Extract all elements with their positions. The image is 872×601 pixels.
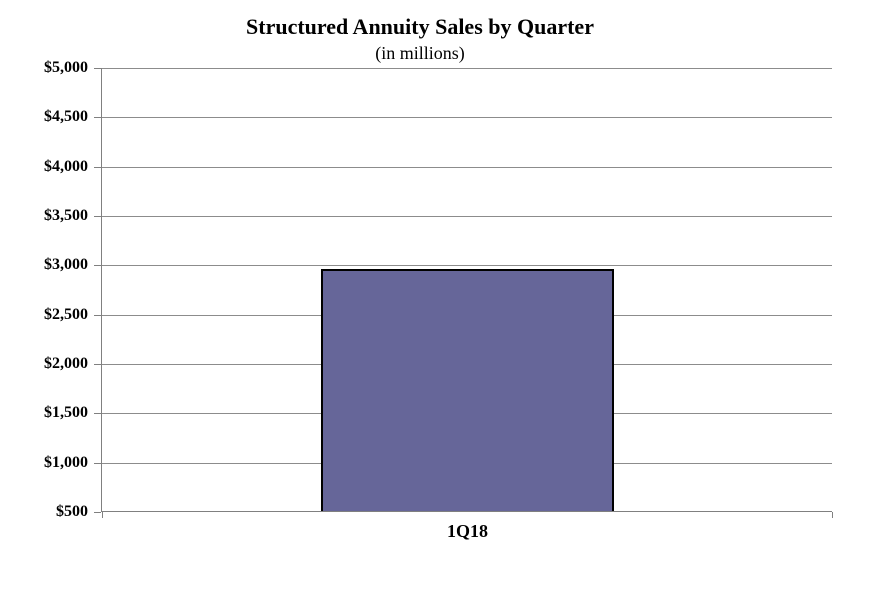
bar-1Q18 xyxy=(321,269,614,511)
y-axis-tick-label: $1,000 xyxy=(44,453,88,471)
y-axis-tick xyxy=(94,413,101,415)
y-axis-tick-label: $4,000 xyxy=(44,157,88,175)
y-axis-labels: $5,000 $4,500 $4,000 $3,500 $3,000 $2,500 $2,0… xyxy=(0,59,88,520)
gridline xyxy=(102,68,832,69)
chart-title: Structured Annuity Sales by Quarter xyxy=(246,14,594,39)
x-axis-tick xyxy=(102,512,103,518)
y-axis-tick-label: $1,500 xyxy=(44,404,88,422)
chart-subtitle: (in millions) xyxy=(375,43,465,63)
plot-area: 1Q18 xyxy=(94,68,833,541)
gridline xyxy=(102,265,832,267)
gridline xyxy=(102,216,832,217)
y-axis-tick xyxy=(94,216,101,217)
y-axis-tick xyxy=(94,68,101,69)
y-axis-tick xyxy=(94,462,101,464)
y-axis-tick xyxy=(94,512,101,513)
gridline xyxy=(102,117,832,119)
y-axis-tick-label: $2,500 xyxy=(44,305,88,323)
y-axis-tick xyxy=(94,364,101,365)
y-axis-tick xyxy=(94,314,101,316)
y-axis-tick-label: $500 xyxy=(56,503,88,520)
y-axis-tick-label: $3,500 xyxy=(44,207,88,224)
y-axis-tick-label: $3,000 xyxy=(44,256,88,274)
y-axis-tick-label: $5,000 xyxy=(44,59,88,76)
y-axis-tick xyxy=(94,117,101,119)
y-axis-tick-label: $2,000 xyxy=(44,355,88,372)
y-axis-tick xyxy=(94,265,101,267)
y-axis-tick-label: $4,500 xyxy=(44,108,88,126)
gridline xyxy=(102,166,832,168)
x-axis-category-label: 1Q18 xyxy=(446,521,489,541)
y-axis-tick xyxy=(94,166,101,168)
x-axis-tick xyxy=(832,512,833,518)
